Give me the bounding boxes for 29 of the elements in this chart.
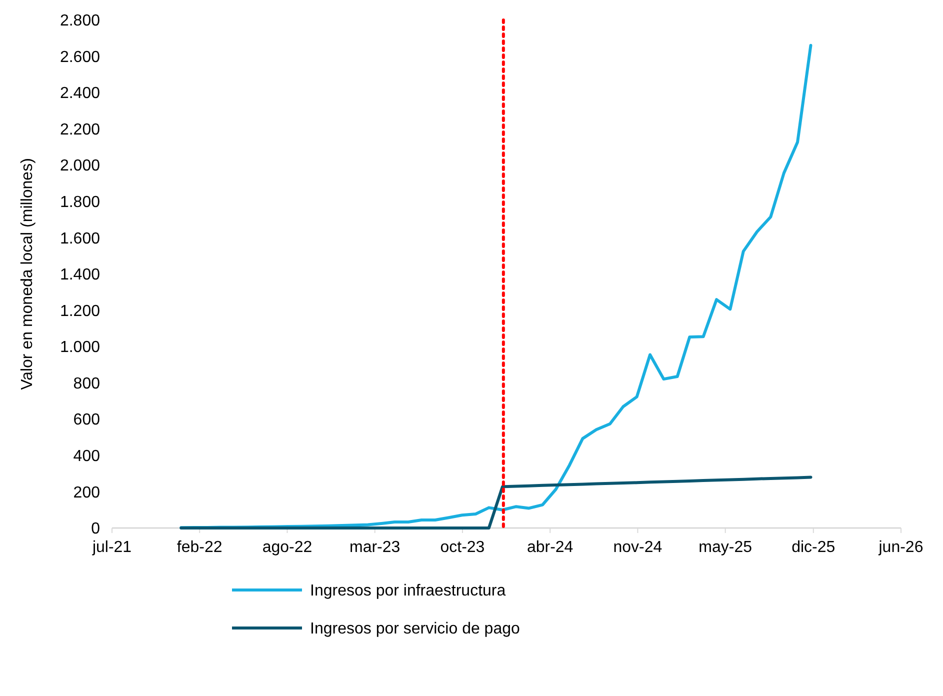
x-tick-label: feb-22 bbox=[176, 539, 222, 556]
y-axis-title: Valor en moneda local (millones) bbox=[19, 158, 36, 390]
y-tick-label: 1.400 bbox=[60, 266, 100, 284]
line-series bbox=[180, 476, 812, 530]
x-tick-label: jun-26 bbox=[878, 539, 924, 556]
y-tick-label: 2.200 bbox=[60, 121, 100, 138]
x-tick-label: may-25 bbox=[698, 539, 752, 556]
y-tick-label: 1.200 bbox=[60, 302, 100, 320]
y-tick-label: 800 bbox=[73, 375, 100, 392]
y-tick-label: 1.800 bbox=[60, 194, 100, 212]
x-tick-label: oct-23 bbox=[440, 539, 485, 556]
y-tick-label: 0 bbox=[91, 520, 100, 538]
y-tick-label: 400 bbox=[73, 448, 100, 466]
x-tick-label: jul-21 bbox=[91, 539, 132, 556]
x-tick-label: dic-25 bbox=[792, 539, 836, 556]
y-tick-label: 200 bbox=[73, 484, 100, 502]
y-tick-label: 2.600 bbox=[60, 48, 100, 66]
y-tick-label: 1.000 bbox=[60, 339, 100, 356]
x-tick-label: mar-23 bbox=[350, 539, 400, 556]
y-tick-label: 600 bbox=[73, 412, 100, 429]
x-tick-label: abr-24 bbox=[526, 539, 574, 556]
x-tick-label: nov-24 bbox=[613, 539, 662, 556]
y-tick-label: 2.800 bbox=[60, 12, 100, 30]
y-tick-label: 2.000 bbox=[60, 158, 100, 175]
y-tick-label: 2.400 bbox=[60, 85, 100, 102]
x-tick-label: ago-22 bbox=[262, 539, 312, 556]
legend-label: Ingresos por infraestructura bbox=[310, 582, 506, 600]
y-tick-label: 1.600 bbox=[60, 230, 100, 248]
legend-label: Ingresos por servicio de pago bbox=[310, 620, 520, 638]
